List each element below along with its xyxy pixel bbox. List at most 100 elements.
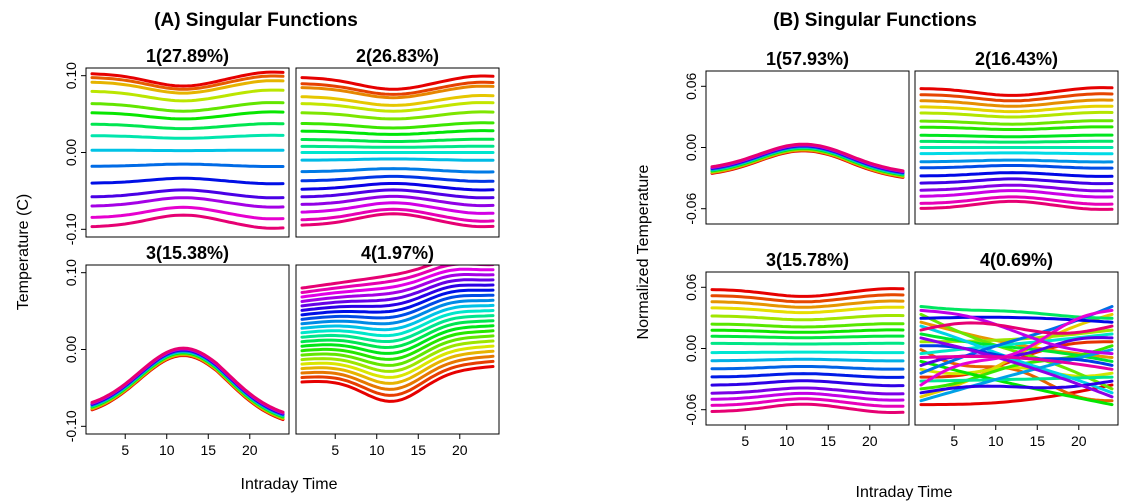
x-tick-label: 20 [862,433,878,449]
x-tick-label: 5 [950,433,958,449]
panel-frame [914,271,1119,426]
series-line [300,94,495,107]
series-line [90,351,285,419]
x-tick-label: 5 [741,433,749,449]
series-line [710,397,905,408]
y-tick-label: 0.00 [63,139,79,166]
series-line [710,314,905,322]
x-tick-label: 10 [988,433,1004,449]
series-line [300,273,495,303]
series-line [90,350,285,418]
series-line [90,346,285,414]
series-line [710,341,905,346]
y-tick-label: 0.06 [683,273,699,300]
series-line [919,125,1114,131]
x-tick-label: 15 [200,442,216,458]
right-y-axis-label: Normalized Temperature [635,164,652,339]
series-line [300,182,495,192]
series-line [710,402,905,414]
series-line [300,354,495,391]
series-line [710,334,905,340]
left-y-axis-label: Temperature (C) [15,194,32,310]
series-line [300,309,495,338]
series-line [710,365,905,371]
series-line [919,119,1114,126]
series-line [710,328,905,334]
series-line [919,324,1114,395]
x-tick-label: 5 [331,442,339,458]
panel-b-2: 2(16.43%) [914,49,1119,225]
series-lines [710,287,905,414]
series-line [919,139,1114,144]
left-figure-title: (A) Singular Functions [154,10,358,31]
series-line [300,212,495,229]
series-lines [90,70,285,230]
x-tick-label: 20 [452,442,468,458]
x-tick-label: 10 [779,433,795,449]
y-tick-label: -0.06 [683,193,699,225]
panel-frame [914,70,1119,225]
panel-a-2: 2(26.83%) [295,46,500,238]
y-tick-label: -0.10 [63,213,79,245]
series-line [710,299,905,309]
series-line [90,101,285,113]
x-tick-label: 20 [1071,433,1087,449]
series-line [300,80,495,96]
right-figure-title: (B) Singular Functions [773,10,977,31]
panel-title: 1(57.93%) [766,49,849,69]
series-line [300,319,495,350]
series-line [300,110,495,121]
series-line [90,176,285,186]
series-line [300,344,495,379]
panel-title: 3(15.38%) [146,243,229,263]
series-line [710,357,905,363]
series-line [300,283,495,312]
series-line [710,322,905,329]
x-tick-label: 5 [121,442,129,458]
series-line [919,183,1114,193]
panel-title: 2(26.83%) [356,46,439,66]
series-line [710,305,905,315]
series-line [300,365,495,403]
series-lines [919,86,1114,211]
x-tick-label: 20 [242,442,258,458]
series-line [300,314,495,343]
x-tick-label: 15 [820,433,836,449]
y-tick-label: 0.10 [63,259,79,286]
series-line [300,329,495,361]
panel-title: 4(0.69%) [980,250,1053,270]
panel-b-3: 3(15.78%) -0.06 0.00 0.06 5 10 15 20 [683,250,910,449]
y-tick-label: 0.00 [683,335,699,362]
series-line [300,207,495,223]
panel-frame [295,264,500,435]
series-line [710,350,905,355]
series-line [919,151,1114,156]
panel-title: 2(16.43%) [975,49,1058,69]
y-tick-label: -0.10 [63,410,79,442]
series-line [300,303,495,332]
series-line [919,92,1114,103]
series-line [919,348,1114,403]
series-line [90,122,285,131]
series-line [710,379,905,388]
series-line [300,194,495,208]
series-line [300,288,495,317]
x-tick-label: 15 [1029,433,1045,449]
series-line [919,321,1114,335]
series-line [90,196,285,209]
series-line [300,267,495,299]
panel-a-3: 3(15.38%) -0.10 0.00 0.10 5 10 15 20 [63,243,290,458]
y-tick-label: 0.06 [683,72,699,99]
series-line [919,98,1114,108]
series-line [300,278,495,308]
series-line [300,101,495,113]
series-line [90,88,285,103]
series-lines [919,305,1114,407]
series-line [919,366,1114,378]
series-line [919,375,1114,383]
series-line [919,359,1114,407]
series-line [710,287,905,298]
y-tick-label: 0.00 [63,336,79,363]
series-line [90,133,285,140]
